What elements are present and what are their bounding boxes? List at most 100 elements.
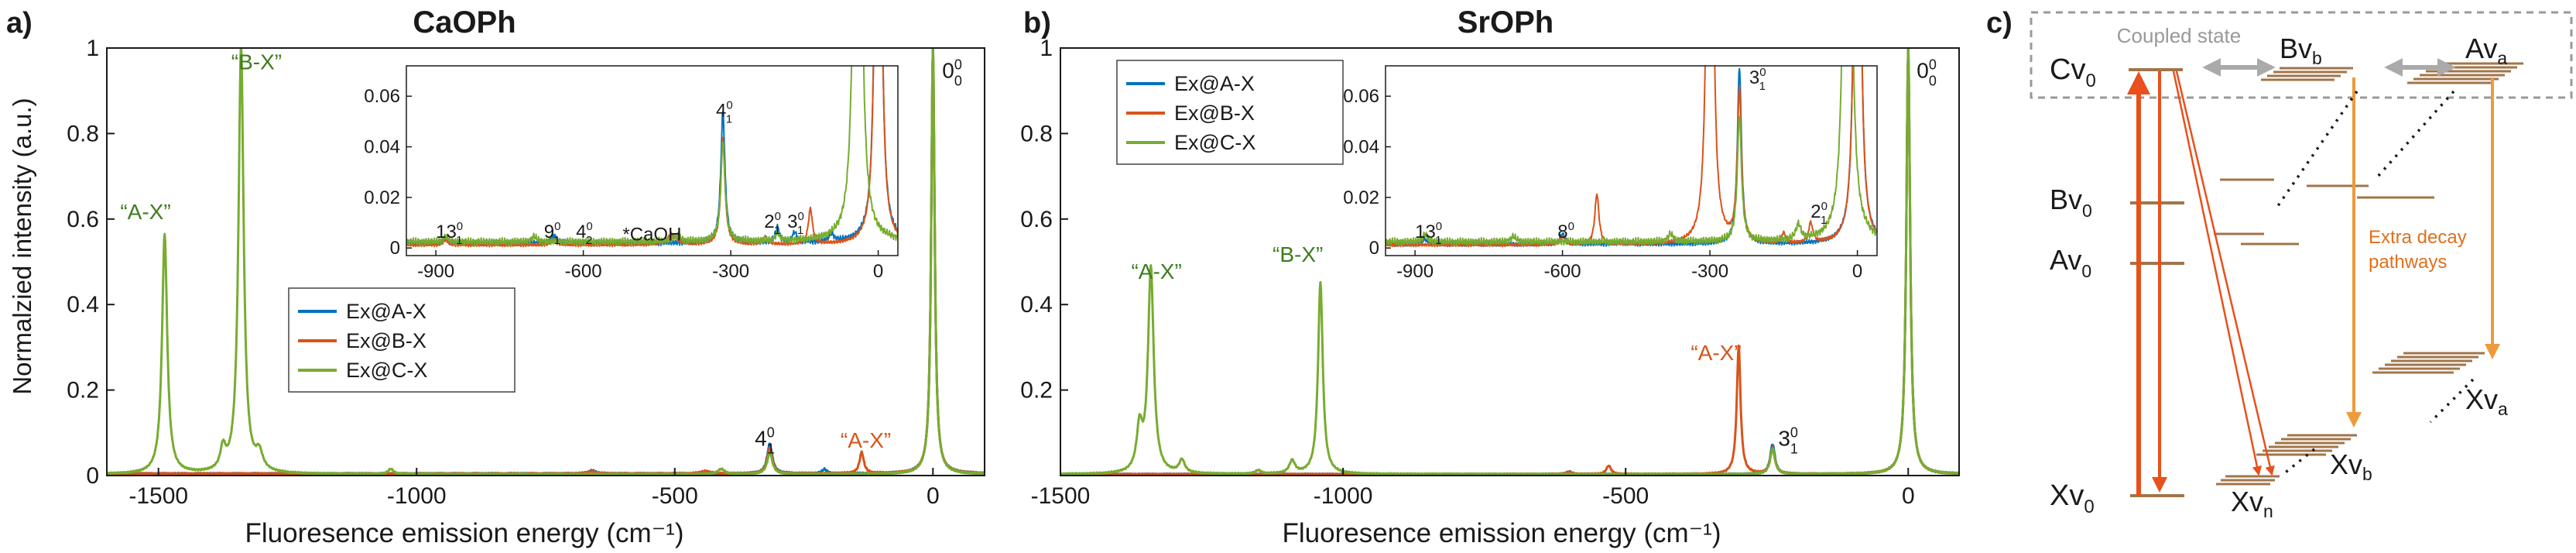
panel-a-chart: a) CaOPh Normalzied intensity (a.u.) Flu… [6,5,985,548]
stack-bvb [2261,67,2353,81]
chart-b-annotation: “A-X” [1690,341,1741,365]
label-av0: Av0 [2050,244,2091,281]
chart-b-inset-xtick-label: -900 [1396,261,1434,282]
chart-a-ylabel: Normalzied intensity (a.u.) [8,98,36,394]
chart-a-xtick-label: -500 [652,483,698,509]
panel-a-letter: a) [6,7,33,40]
chart-a-inset-lines [406,66,898,248]
chart-a-frame [106,47,985,476]
chart-a-ytick-label: 0.6 [67,207,99,232]
chart-a-ytick-label: 0.2 [67,378,99,404]
chart-a-plot-area: -1500 -1000 -500 0 0 0.2 0.4 0.6 0.8 1 “B-X” “A-X” “… [67,36,985,509]
chart-a-inset-ytick-label: 0.02 [364,187,400,208]
chart-a-title: CaOPh [413,5,516,40]
chart-a-legend-label: Ex@A-X [346,300,426,323]
chart-a-inset-annotation: *CaOH [622,224,681,245]
svg-text:Xva: Xva [2465,383,2508,419]
chart-a-inset-xtick-label: 0 [873,261,883,282]
chart-a-legend-label: Ex@C-X [346,359,427,382]
chart-b-inset: -900 -600 -300 0 0 0.02 0.04 0.06 130 1 80 30 1 20 1 [1343,65,1878,282]
chart-a-annotation: “A-X” [841,428,891,452]
chart-b-legend-label: Ex@B-X [1174,101,1255,125]
coupled-state-label: Coupled state [2117,24,2241,47]
chart-a-ytick-label: 0 [86,463,99,489]
chart-b-inset-peak-label: 20 1 [1810,200,1828,227]
chart-a-legend-label: Ex@B-X [346,329,426,352]
chart-b-inset-series-Ex@C-X [1386,66,1877,246]
chart-a-inset-frame [406,65,899,256]
stack-xvn [2216,475,2280,486]
chart-b-inset-peak-label: 80 [1557,220,1574,242]
label-xvn: Xvn [2231,486,2273,521]
chart-b-series-Ex@C-X [1060,48,1959,476]
label-cv0: Cv0 [2050,53,2096,91]
svg-text:Av0: Av0 [2050,244,2091,281]
chart-a-peak-label: 00 0 [942,57,962,89]
chart-b-ytick-label: 1 [1040,36,1053,61]
chart-b-xtick-label: -500 [1602,483,1649,509]
decay-arrow-xvn-2 [2175,70,2275,476]
chart-b-frame [1060,47,1960,476]
chart-a-inset-peak-label: 40 2 [576,220,593,247]
label-ava: Ava [2465,33,2507,68]
svg-text:Bv0: Bv0 [2050,184,2092,221]
chart-b-ytick-label: 0.2 [1020,378,1053,404]
chart-a-inset: -900 -600 -300 0 0 0.02 0.04 0.06 130 1 90 1 40 2 40 1 2… [364,65,899,282]
chart-b-ytick-label: 0.6 [1020,207,1053,232]
chart-b-legend-label: Ex@A-X [1174,72,1255,95]
chart-b-inset-frame [1385,65,1878,256]
chart-b-ytick-label: 0.8 [1020,121,1053,146]
chart-b-annotation: “A-X” [1131,259,1181,283]
label-bvb: Bvb [2280,33,2322,68]
chart-a-inset-ytick-label: 0.04 [364,137,400,158]
chart-b-inset-ytick-label: 0.02 [1343,187,1379,208]
chart-a-xlabel: Fluoresence emission energy (cm⁻¹) [245,518,684,548]
chart-a-inset-series-Ex@C-X [406,66,898,246]
label-xvb: Xvb [2330,448,2372,484]
chart-b-inset-xtick-label: -600 [1544,261,1581,282]
chart-b-inset-ytick-label: 0.04 [1343,137,1379,158]
chart-b-inset-xtick-label: -300 [1691,261,1728,282]
decay-arrow-xvn-1 [2172,70,2263,476]
chart-b-inset-xtick-label: 0 [1852,261,1862,282]
chart-a-inset-xtick-label: -300 [712,261,749,282]
chart-b-inset-peak-label: 30 1 [1749,66,1766,93]
chart-b-plot-area: -1500 -1000 -500 0 0.2 0.4 0.6 0.8 1 “A-X” “B-X” “A… [1020,36,1960,509]
svg-text:Cv0: Cv0 [2050,53,2096,91]
chart-a-xtick-label: -1000 [387,483,447,509]
chart-a-lines [107,48,985,476]
chart-a-ytick-label: 0.4 [67,292,99,318]
dotted-link-3 [2429,378,2475,424]
chart-b-xtick-label: -1000 [1314,483,1373,509]
chart-b-title: SrOPh [1458,5,1553,40]
chart-b-peak-label: 00 0 [1917,57,1937,89]
chart-b-legend: Ex@A-X Ex@B-X Ex@C-X [1116,60,1344,165]
svg-text:Bvb: Bvb [2280,33,2322,68]
chart-a-inset-peak-label: 20 1 [764,210,781,237]
chart-b-inset-bg [1386,66,1877,256]
chart-a-inset-xtick-label: -900 [417,261,454,282]
chart-b-inset-peak-label: 130 1 [1415,220,1442,247]
chart-a-legend: Ex@A-X Ex@B-X Ex@C-X [288,287,516,393]
chart-a-annotation: “A-X” [120,200,170,224]
chart-b-inset-lines [1386,66,1877,248]
chart-a-ytick-label: 0.8 [67,121,99,146]
chart-b-inset-ytick-label: 0.06 [1343,86,1379,107]
chart-b-xlabel: Fluoresence emission energy (cm⁻¹) [1283,518,1721,548]
panel-c-diagram: c) Coupled state Cv0 Bv0 Av0 Xv0 Bvb Ava… [1986,7,2573,521]
panel-c-letter: c) [1986,7,2012,40]
panel-b-letter: b) [1023,7,1051,40]
svg-text:Ava: Ava [2465,33,2507,68]
chart-b-xtick-label: -1500 [1031,483,1091,509]
chart-b-annotation: “B-X” [1273,242,1323,266]
chart-a-inset-peak-label: 30 1 [787,210,804,237]
dotted-link-2 [2375,90,2455,180]
chart-b-inset-ytick-label: 0 [1369,238,1379,259]
chart-a-peak-label: 40 1 [755,424,775,456]
label-xva: Xva [2465,383,2508,419]
chart-a-annotation: “B-X” [231,50,282,74]
stack-xva [2372,352,2485,374]
label-xv0: Xv0 [2050,479,2095,517]
dotted-link-1 [2274,91,2358,210]
